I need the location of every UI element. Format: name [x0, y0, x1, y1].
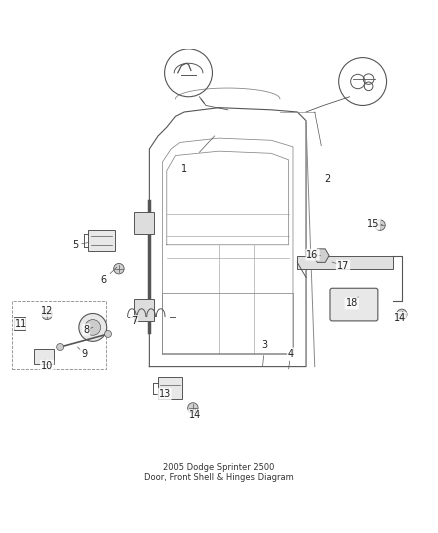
Text: 18: 18: [346, 298, 358, 309]
Text: 8: 8: [83, 325, 89, 335]
Text: 12: 12: [41, 306, 53, 316]
FancyBboxPatch shape: [134, 212, 154, 234]
Circle shape: [57, 344, 64, 351]
Circle shape: [375, 220, 385, 230]
FancyBboxPatch shape: [88, 230, 115, 251]
Polygon shape: [314, 249, 329, 262]
Text: 14: 14: [189, 410, 201, 421]
FancyBboxPatch shape: [134, 299, 154, 321]
Text: 5: 5: [72, 240, 78, 250]
Text: 2: 2: [325, 174, 331, 184]
Text: 4: 4: [288, 349, 294, 359]
FancyBboxPatch shape: [34, 349, 53, 365]
Text: 9: 9: [81, 349, 87, 359]
Circle shape: [42, 309, 52, 320]
Text: 16: 16: [307, 250, 319, 260]
Text: 1: 1: [181, 164, 187, 174]
Text: 6: 6: [101, 274, 107, 285]
Circle shape: [79, 313, 107, 341]
Text: 11: 11: [15, 319, 27, 329]
Text: 3: 3: [261, 340, 268, 350]
FancyBboxPatch shape: [297, 256, 393, 269]
Circle shape: [114, 263, 124, 274]
Text: 14: 14: [393, 313, 406, 323]
FancyBboxPatch shape: [158, 377, 182, 399]
Text: 13: 13: [159, 389, 171, 399]
Text: 15: 15: [367, 219, 380, 229]
Text: 17: 17: [337, 261, 349, 271]
Circle shape: [85, 320, 101, 335]
Circle shape: [396, 309, 407, 320]
FancyBboxPatch shape: [14, 317, 25, 329]
Text: 2005 Dodge Sprinter 2500
Door, Front Shell & Hinges Diagram: 2005 Dodge Sprinter 2500 Door, Front She…: [144, 463, 294, 482]
FancyBboxPatch shape: [330, 288, 378, 321]
Text: 7: 7: [131, 316, 137, 326]
Circle shape: [105, 330, 112, 337]
Circle shape: [187, 403, 198, 413]
Text: 10: 10: [41, 361, 53, 371]
